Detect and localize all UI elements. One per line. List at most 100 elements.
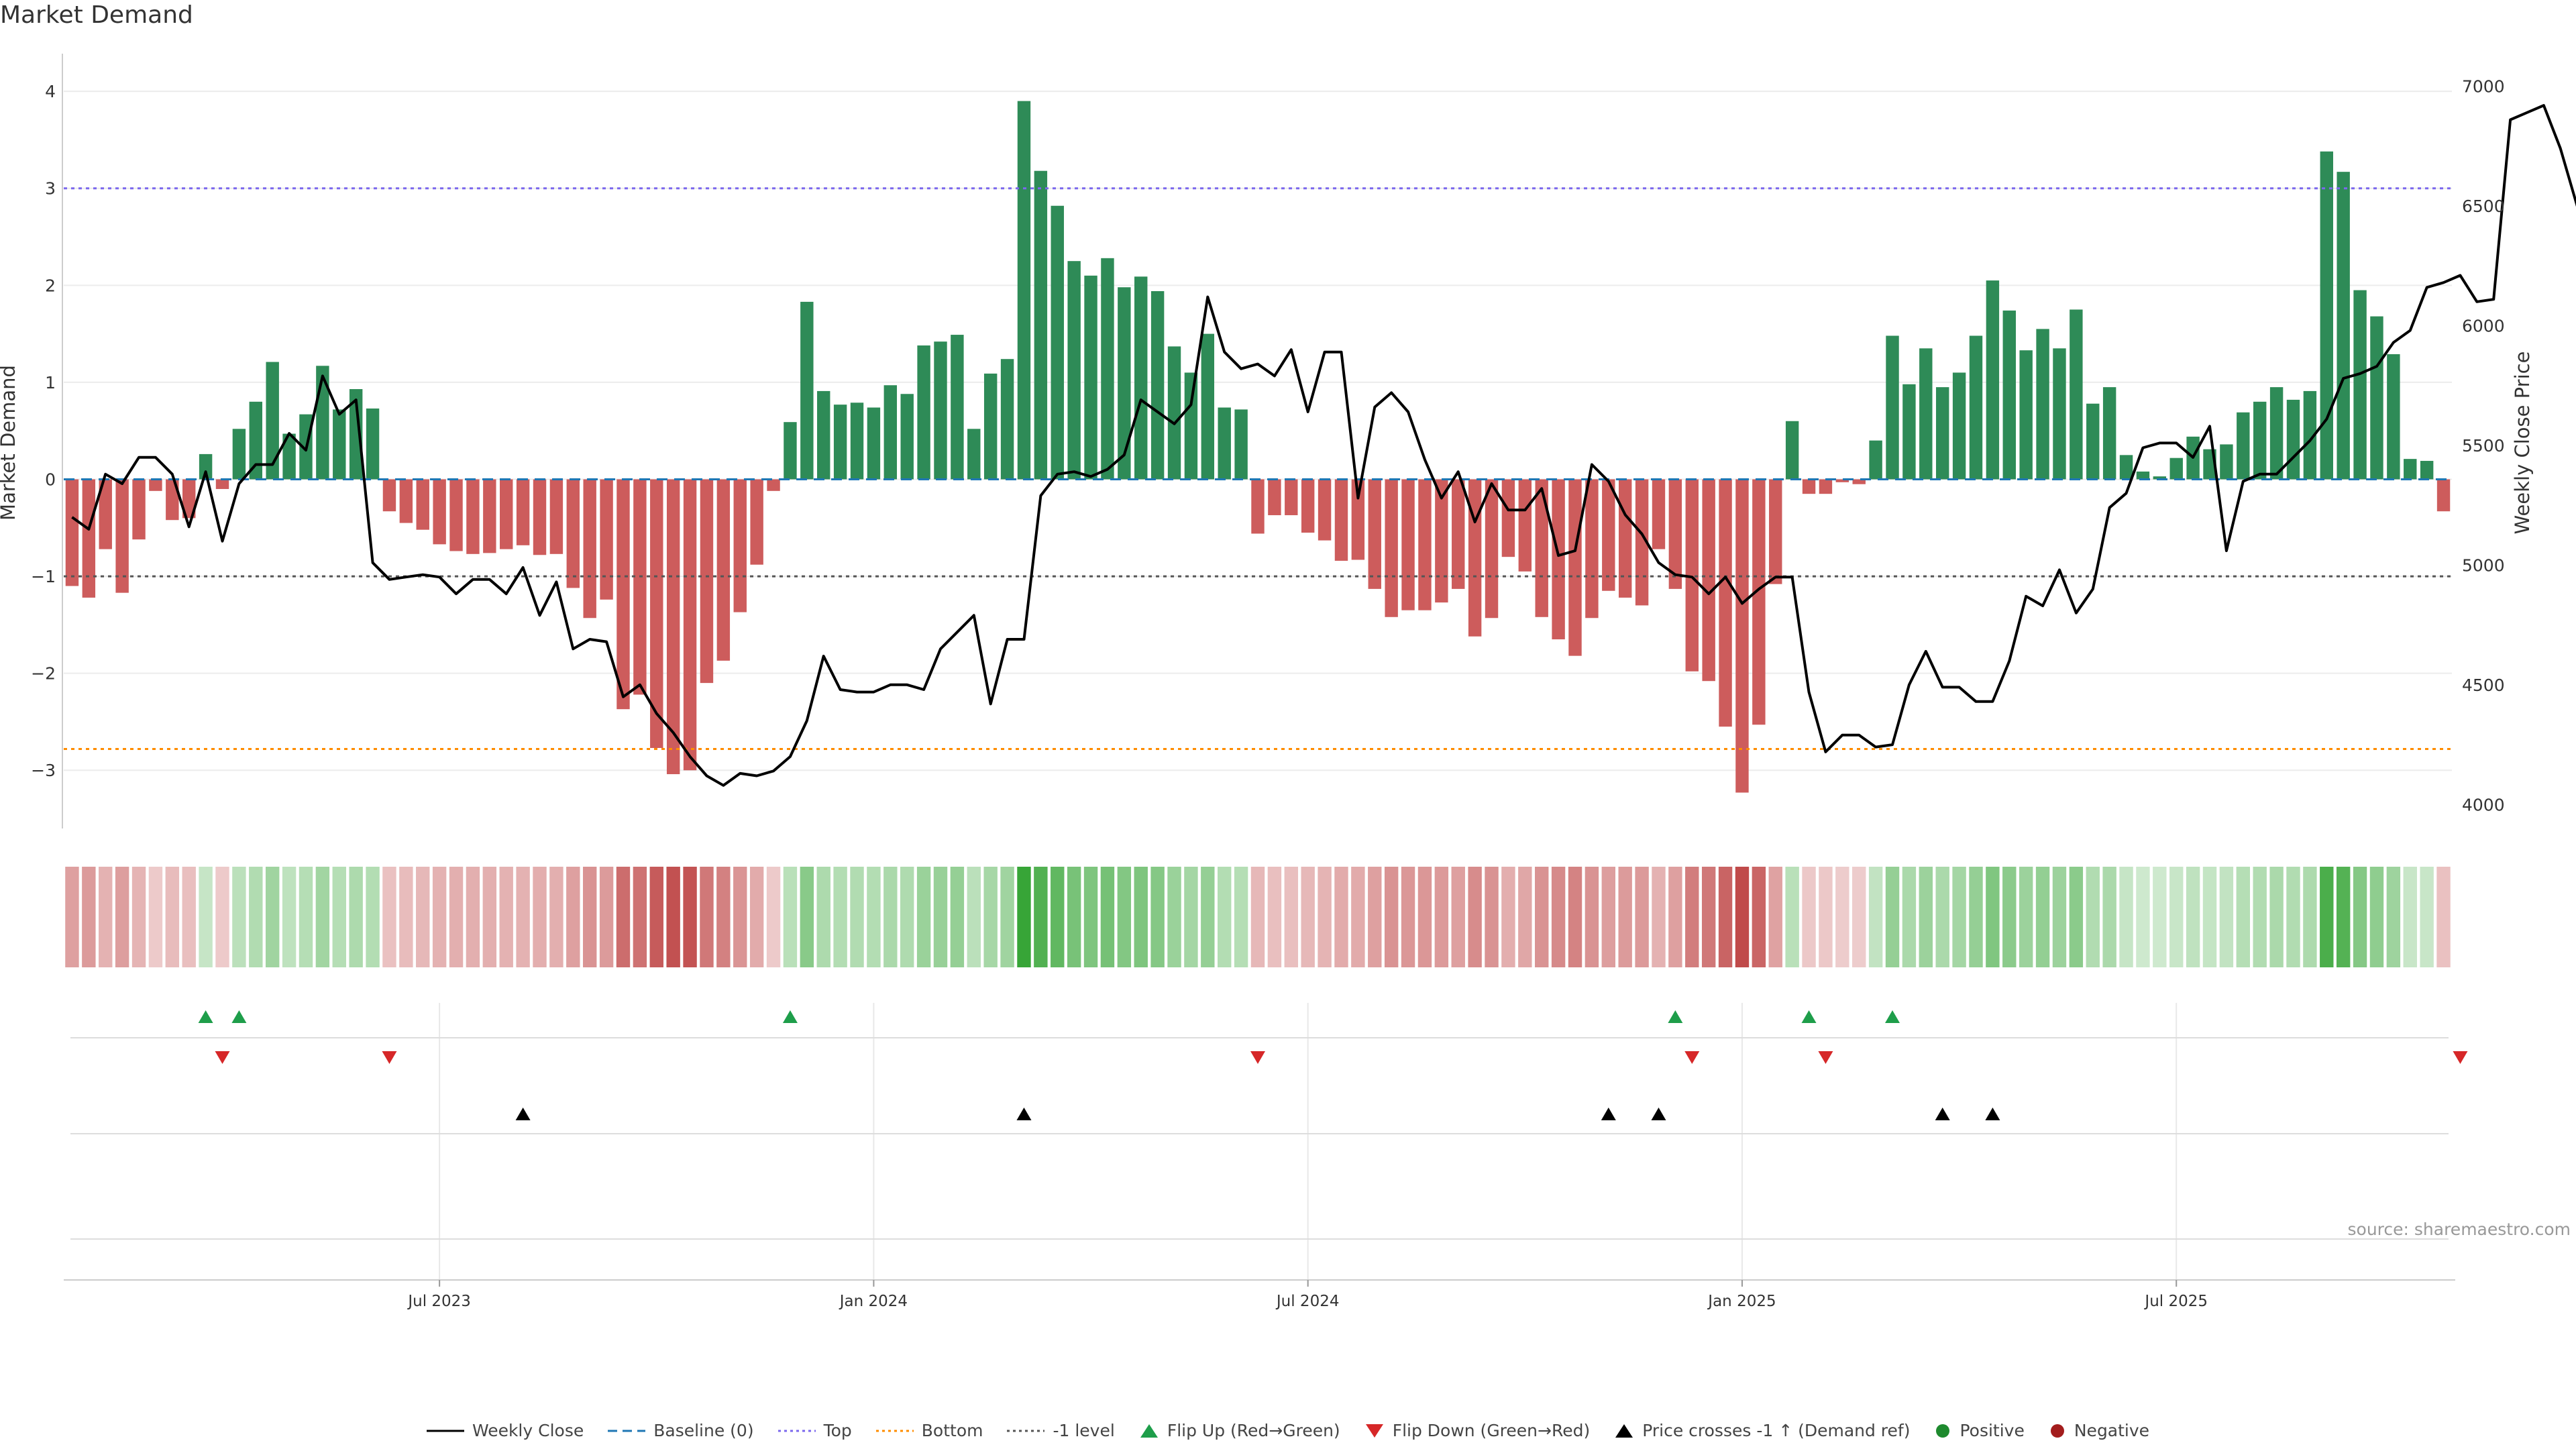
heat-cell (1986, 867, 2000, 967)
heat-cell (2202, 867, 2217, 967)
heat-cell (182, 867, 196, 967)
heat-cell (733, 867, 747, 967)
demand-bar (1234, 409, 1248, 480)
heat-cell (416, 867, 430, 967)
demand-bar (533, 479, 547, 555)
demand-bar (600, 479, 613, 600)
demand-bar (483, 479, 496, 553)
demand-bar (1000, 359, 1014, 480)
heat-cell (1652, 867, 1666, 967)
demand-bar (817, 390, 830, 480)
heat-cell (299, 867, 313, 967)
heat-cell (2102, 867, 2116, 967)
demand-bar (2286, 399, 2300, 480)
legend-flip-down[interactable]: Flip Down (Green→Red) (1364, 1421, 1591, 1440)
line-swatch-icon (426, 1430, 464, 1432)
legend-baseline[interactable]: Baseline (0) (608, 1421, 754, 1440)
y-tick-label: −1 (31, 567, 56, 586)
legend-label: Flip Down (Green→Red) (1392, 1421, 1591, 1440)
heat-cell (2153, 867, 2167, 967)
legend-label: Baseline (0) (653, 1421, 754, 1440)
demand-bar (2320, 151, 2333, 480)
heat-cell (1417, 867, 1432, 967)
demand-bar (1585, 479, 1599, 619)
reference-lines (64, 187, 2452, 750)
demand-bar (767, 479, 780, 491)
legend-label: -1 level (1053, 1421, 1115, 1440)
heat-cell (1535, 867, 1549, 967)
legend-minus-one[interactable]: -1 level (1007, 1421, 1115, 1440)
chart-title: Market Demand (0, 1, 193, 29)
demand-bar (700, 479, 714, 684)
x-tick-label: Jul 2023 (407, 1293, 471, 1310)
legend-label: Price crosses -1 ↑ (Demand ref) (1642, 1421, 1911, 1440)
demand-bar (1618, 479, 1632, 598)
heat-cell (1100, 867, 1115, 967)
demand-bar (2153, 476, 2167, 480)
demand-bar (800, 301, 814, 480)
demand-bar (549, 479, 564, 554)
heat-cell (2403, 867, 2417, 967)
heat-cell (232, 867, 246, 967)
heat-cell (1167, 867, 1181, 967)
heat-cell (1134, 867, 1148, 967)
heat-cell (2269, 867, 2284, 967)
heat-cell (1852, 867, 1866, 967)
heat-cell (2002, 867, 2017, 967)
y-tick-label: −2 (31, 664, 56, 684)
legend-bottom[interactable]: Bottom (875, 1421, 983, 1440)
legend-label: Negative (2074, 1421, 2150, 1440)
demand-bar (1652, 479, 1666, 549)
demand-bar (333, 409, 346, 480)
heat-cell (466, 867, 480, 967)
legend-price-cross[interactable]: Price crosses -1 ↑ (Demand ref) (1614, 1421, 1910, 1440)
heat-cell (666, 867, 680, 967)
demand-bar (1385, 479, 1398, 617)
heat-cell (99, 867, 113, 967)
demand-bar (1150, 290, 1165, 480)
heat-cell (1501, 867, 1515, 967)
heat-cell (833, 867, 847, 967)
demand-bar (1986, 280, 2000, 480)
y2-tick-label: 6500 (2462, 197, 2505, 216)
heat-cell (82, 867, 96, 967)
legend-flip-up[interactable]: Flip Up (Red→Green) (1139, 1421, 1340, 1440)
demand-bar (1852, 479, 1866, 484)
price-cross-marker (1601, 1108, 1616, 1120)
heat-cell (2019, 867, 2033, 967)
price-cross-marker (1651, 1108, 1666, 1120)
heat-cell (1150, 867, 1165, 967)
y2-tick-label: 5500 (2462, 436, 2505, 455)
heat-cell (2035, 867, 2050, 967)
legend-weekly-close[interactable]: Weekly Close (426, 1421, 584, 1440)
heat-cell (983, 867, 998, 967)
demand-bar (1552, 479, 1565, 640)
heat-cell (366, 867, 380, 967)
heat-cell (482, 867, 497, 967)
heat-cell (1318, 867, 1332, 967)
demand-bar (1401, 479, 1415, 610)
demand-bar (65, 479, 79, 586)
legend-label: Positive (1960, 1421, 2025, 1440)
heat-cell (2219, 867, 2234, 967)
y2-tick-label: 4000 (2462, 795, 2505, 814)
heat-cell (2386, 867, 2401, 967)
demand-bar (2053, 348, 2066, 480)
legend-top[interactable]: Top (777, 1421, 852, 1440)
demand-bar (215, 479, 229, 489)
y2-tick-label: 6000 (2462, 316, 2505, 335)
heat-cell (332, 867, 346, 967)
price-cross-marker (515, 1108, 531, 1120)
event-panels: Jul 2023 Jan 2024 Jul 2024 Jan 2025 Jul 2025 (64, 1003, 2468, 1310)
legend-positive[interactable]: Positive (1934, 1421, 2025, 1440)
demand-bar (149, 479, 162, 491)
market-demand-chart: −3−2−1012344000450050005500600065007000 … (0, 54, 2576, 1310)
legend: Weekly Close Baseline (0) Top Bottom -1 … (0, 1421, 2576, 1440)
heat-cell (65, 867, 79, 967)
heat-cell (1768, 867, 1782, 967)
legend-negative[interactable]: Negative (2049, 1421, 2149, 1440)
heat-cell (1618, 867, 1632, 967)
heat-cell (1250, 867, 1265, 967)
heat-cell (1434, 867, 1449, 967)
heat-cell (1835, 867, 1849, 967)
